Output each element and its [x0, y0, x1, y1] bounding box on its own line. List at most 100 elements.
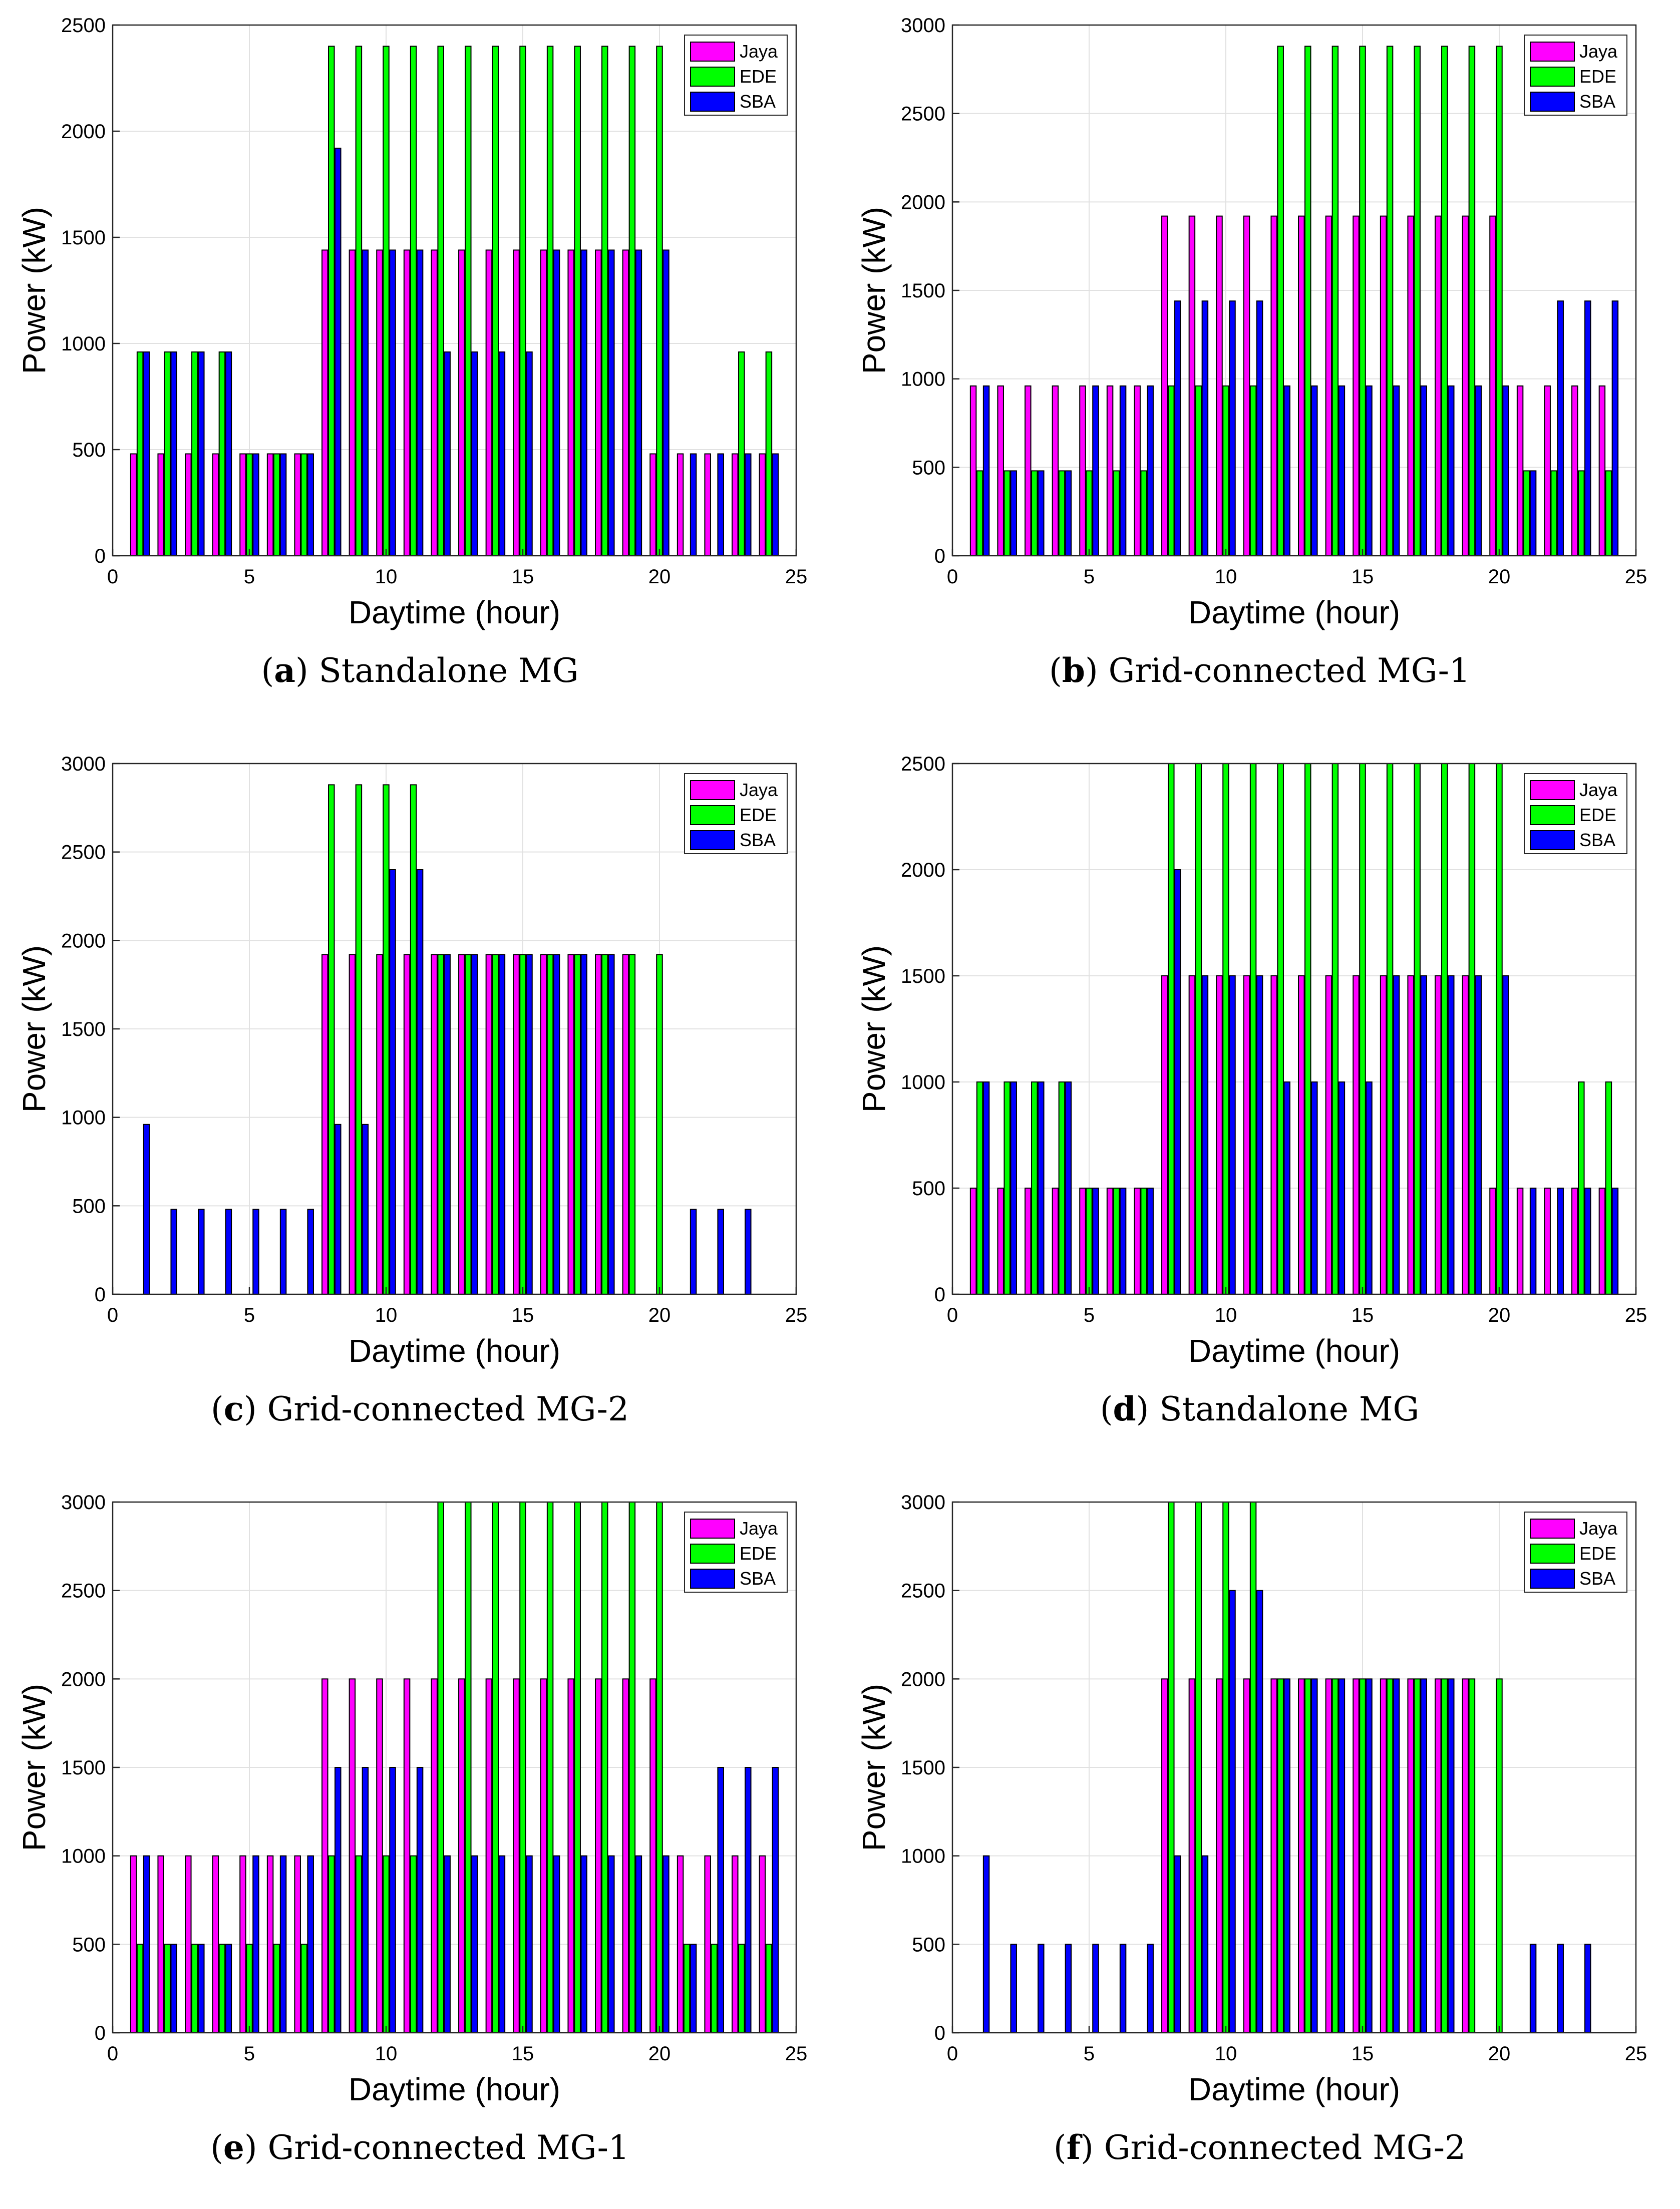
caption-b: (b) Grid-connected MG-1 [1049, 651, 1470, 690]
bar-sba-h10 [389, 249, 396, 556]
bar-sba-h20 [662, 249, 669, 556]
bar-sba-h17 [1420, 975, 1427, 1295]
bar-jaya-h13 [458, 954, 465, 1295]
bar-jaya-h12 [1270, 215, 1277, 557]
bar-jaya-h2 [157, 1855, 164, 2034]
bar-ede-h17 [574, 954, 581, 1295]
bar-ede-h5 [1086, 1188, 1093, 1295]
x-tick-label-20: 20 [1488, 2043, 1511, 2065]
legend-swatch-sba [1530, 1569, 1575, 1589]
bar-ede-h9 [1195, 763, 1202, 1295]
bar-ede-h10 [1222, 763, 1229, 1295]
caption-text-d: Standalone MG [1149, 1390, 1420, 1428]
bar-jaya-h12 [431, 1678, 438, 2034]
bar-jaya-h10 [1216, 1678, 1223, 2034]
legend: Jaya EDE SBA [684, 1512, 788, 1593]
bar-jaya-h20 [1489, 1188, 1496, 1295]
bar-sba-h4 [225, 1944, 232, 2033]
bar-sba-h18 [608, 954, 615, 1295]
bar-jaya-h18 [595, 954, 602, 1295]
bar-sba-h7 [307, 453, 314, 556]
bar-ede-h13 [1304, 46, 1311, 556]
bar-ede-h13 [465, 954, 472, 1295]
x-axis-label: Daytime (hour) [349, 2071, 560, 2107]
bar-jaya-h17 [567, 1678, 574, 2034]
bar-ede-h9 [355, 1855, 363, 2034]
y-tick-label-2000: 2000 [901, 1668, 945, 1690]
bar-sba-h24 [772, 453, 779, 556]
bar-sba-h13 [471, 954, 478, 1295]
legend-swatch-jaya [1530, 780, 1575, 800]
caption-text-e: Grid-connected MG-1 [257, 2128, 629, 2167]
bar-sba-h10 [1229, 975, 1236, 1295]
bar-jaya-h19 [1462, 975, 1469, 1295]
y-tick-label-1500: 1500 [901, 280, 945, 302]
x-tick-label-10: 10 [375, 2043, 398, 2065]
bar-jaya-h4 [212, 1855, 219, 2034]
bar-ede-h19 [628, 1502, 636, 2033]
bar-ede-h20 [1496, 1678, 1503, 2034]
bar-jaya-h23 [732, 1855, 739, 2034]
bar-sba-h2 [1010, 1944, 1017, 2033]
bar-jaya-h5 [1079, 1188, 1086, 1295]
x-tick-label-25: 25 [785, 1304, 808, 1326]
bar-sba-h21 [1529, 1188, 1537, 1295]
x-tick-label-0: 0 [947, 1304, 958, 1326]
bar-jaya-h21 [1516, 385, 1524, 556]
bar-sba-h24 [1611, 300, 1619, 556]
x-tick-label-15: 15 [1352, 2043, 1374, 2065]
bar-jaya-h23 [732, 453, 739, 556]
bar-sba-h13 [1311, 385, 1318, 556]
bar-jaya-h1 [130, 453, 137, 556]
bar-jaya-h14 [1325, 975, 1332, 1295]
bar-ede-h3 [1031, 1081, 1038, 1295]
bar-jaya-h5 [239, 453, 246, 556]
x-tick-label-10: 10 [1215, 1304, 1237, 1326]
bar-sba-h23 [745, 1209, 752, 1295]
bar-jaya-h22 [704, 1855, 711, 2034]
bar-jaya-h6 [1106, 385, 1114, 556]
bar-ede-h7 [1140, 470, 1147, 557]
caption-f: (f) Grid-connected MG-2 [1053, 2128, 1466, 2167]
bar-jaya-h13 [1298, 215, 1305, 557]
bar-ede-h14 [1331, 1678, 1339, 2034]
bar-sba-h21 [690, 453, 697, 556]
legend-label-ede: EDE [740, 1543, 777, 1564]
bar-jaya-h18 [1435, 1678, 1442, 2034]
bar-sba-h23 [1584, 1944, 1591, 2033]
x-tick-label-15: 15 [512, 1304, 534, 1326]
bar-sba-h2 [170, 1209, 177, 1295]
bar-sba-h19 [1475, 385, 1482, 556]
x-tick-label-15: 15 [1352, 566, 1374, 588]
y-tick-label-2500: 2500 [901, 103, 945, 125]
y-tick-label-2000: 2000 [61, 930, 106, 952]
bar-ede-h9 [355, 784, 363, 1295]
legend-label-sba: SBA [1579, 1568, 1615, 1589]
x-tick-label-5: 5 [1084, 566, 1095, 588]
bar-sba-h11 [416, 249, 424, 556]
y-tick-label-1000: 1000 [901, 369, 945, 391]
y-tick-label-3000: 3000 [901, 1492, 945, 1514]
bar-ede-h7 [300, 1944, 307, 2033]
bar-jaya-h11 [1243, 975, 1250, 1295]
bar-sba-h22 [1557, 1944, 1564, 2033]
bar-jaya-h18 [1435, 215, 1442, 557]
legend-swatch-jaya [690, 1519, 735, 1539]
bar-jaya-h9 [1188, 215, 1196, 557]
bar-jaya-h3 [1025, 385, 1032, 556]
bar-jaya-h3 [1025, 1188, 1032, 1295]
bar-ede-h8 [328, 1855, 335, 2034]
bar-ede-h21 [683, 1944, 691, 2033]
bar-sba-h14 [498, 351, 506, 557]
bar-jaya-h15 [1353, 975, 1360, 1295]
legend-swatch-ede [1530, 1544, 1575, 1564]
y-tick-label-3000: 3000 [61, 753, 106, 775]
bar-jaya-h1 [969, 385, 977, 556]
bar-ede-h5 [1086, 470, 1093, 557]
series-sba [143, 869, 752, 1295]
bar-sba-h7 [1147, 385, 1154, 556]
bar-sba-h13 [471, 351, 478, 557]
bar-sba-h9 [1201, 1855, 1209, 2034]
bar-sba-h18 [1448, 385, 1455, 556]
bar-jaya-h11 [1243, 1678, 1250, 2034]
